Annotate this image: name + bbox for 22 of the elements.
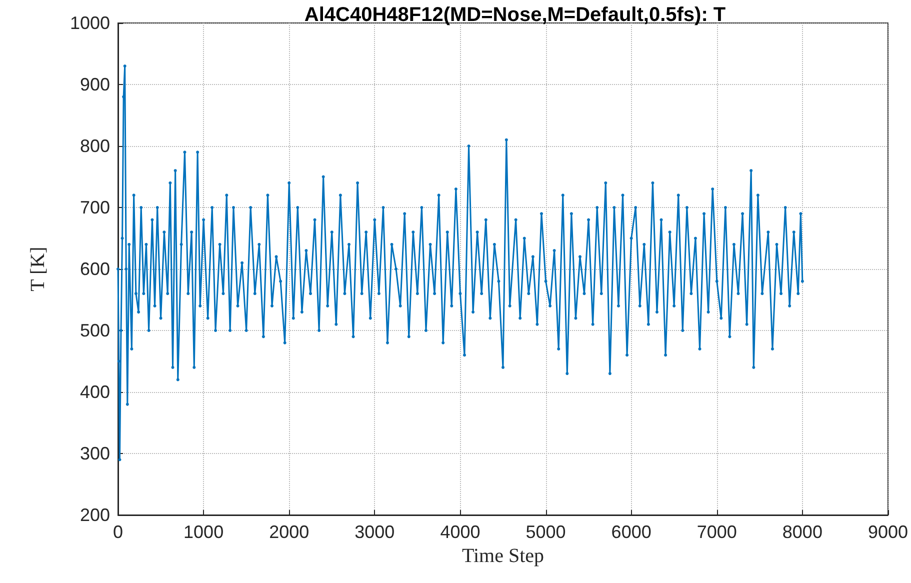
x-tick-label: 0 — [112, 522, 124, 542]
y-tick-label: 800 — [80, 136, 110, 156]
x-tick-label: 6000 — [611, 522, 652, 542]
y-tick-label: 300 — [80, 444, 110, 464]
x-axis-title: Time Step — [462, 544, 544, 567]
y-axis-title: T [K] — [27, 246, 49, 292]
y-tick-label: 600 — [80, 259, 110, 279]
x-tick-label: 3000 — [354, 522, 395, 542]
y-tick-label: 900 — [80, 74, 110, 94]
y-tick-label: 400 — [80, 382, 110, 402]
y-tick-label: 1000 — [70, 13, 110, 33]
x-tick-label: 9000 — [868, 522, 908, 542]
x-tick-label: 7000 — [696, 522, 737, 542]
x-tick-label: 4000 — [440, 522, 480, 542]
chart-title: Al4C40H48F12(MD=Nose,M=Default,0.5fs): T — [304, 4, 726, 26]
x-tick-label: 1000 — [184, 522, 224, 542]
y-tick-label: 500 — [80, 320, 110, 340]
x-tick-label: 2000 — [269, 522, 310, 542]
x-tick-label: 5000 — [526, 522, 566, 542]
x-tick-label: 8000 — [782, 522, 822, 542]
y-tick-label: 700 — [80, 198, 110, 218]
y-tick-label: 200 — [80, 505, 110, 525]
